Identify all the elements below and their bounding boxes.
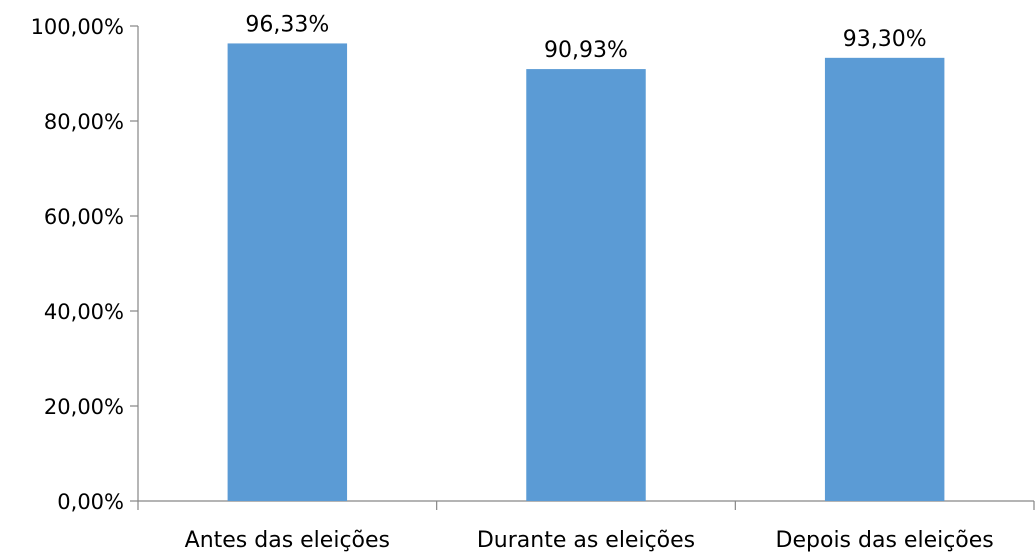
y-tick-label: 40,00% [44, 300, 124, 324]
labels: 0,00% 20,00% 40,00% 60,00% 80,00% 100,00% 96,3… [31, 12, 994, 553]
y-tick-label: 0,00% [57, 490, 124, 514]
data-label: 93,30% [843, 27, 927, 52]
bar-2 [526, 69, 646, 502]
category-label: Durante as eleições [477, 528, 695, 553]
bar-1 [227, 43, 348, 502]
y-tick-label: 100,00% [31, 15, 124, 39]
y-tick-label: 80,00% [44, 110, 124, 134]
bars [227, 43, 945, 502]
y-tick-label: 20,00% [44, 395, 124, 419]
y-tick-label: 60,00% [44, 205, 124, 229]
category-label: Depois das eleições [776, 528, 994, 553]
category-label: Antes das eleições [185, 528, 390, 553]
bar-3 [824, 57, 945, 501]
data-label: 96,33% [245, 12, 329, 37]
data-label: 90,93% [544, 38, 628, 63]
